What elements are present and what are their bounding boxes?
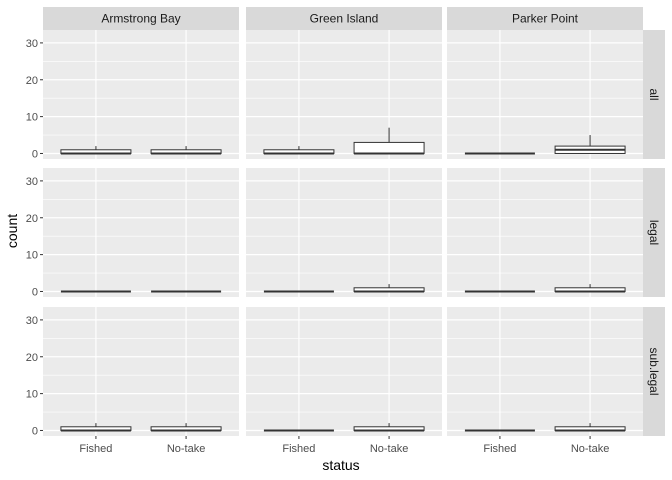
- y-tick-label: 30: [26, 176, 38, 188]
- panel-background: [246, 168, 442, 297]
- box-no-take: [554, 423, 626, 432]
- box-fished: [263, 146, 335, 155]
- panel-green-island-all: [246, 30, 442, 159]
- x-tick-label: No-take: [571, 443, 610, 455]
- y-tick-label: 0: [32, 286, 38, 298]
- panel-background: [447, 30, 643, 159]
- panel-background: [43, 307, 239, 436]
- box-no-take: [150, 423, 222, 432]
- panel-grid: [43, 30, 643, 436]
- panel-background: [246, 30, 442, 159]
- y-tick-label: 10: [26, 389, 38, 401]
- y-axis-title: count: [4, 214, 20, 248]
- panel-background: [43, 30, 239, 159]
- panel-background: [447, 168, 643, 297]
- x-axis-title: status: [322, 457, 359, 473]
- strip-label: Armstrong Bay: [101, 12, 180, 26]
- y-tick-label: 10: [26, 112, 38, 124]
- box-no-take: [353, 127, 425, 155]
- y-tick-label: 20: [26, 213, 38, 225]
- box-no-take: [150, 146, 222, 155]
- strip-background: [643, 30, 665, 159]
- strip-background: [643, 168, 665, 297]
- panel-green-island-sub-legal: [246, 307, 442, 436]
- strip-label: all: [647, 88, 661, 100]
- strip-label: Parker Point: [512, 12, 579, 26]
- strip-sub-legal: sub.legal: [643, 307, 665, 436]
- box-body: [353, 141, 425, 154]
- box-fished: [60, 423, 132, 432]
- box-no-take: [353, 284, 425, 293]
- panel-parker-point-all: [447, 30, 643, 159]
- x-tick-label: No-take: [370, 443, 409, 455]
- strip-background: [43, 7, 239, 30]
- y-axes: 0 10 20 30 0 10 20 30 0 10 20 30: [26, 38, 43, 437]
- y-tick-label: 10: [26, 250, 38, 262]
- x-tick-label: Fished: [282, 443, 315, 455]
- y-tick-label: 0: [32, 425, 38, 437]
- strip-all: all: [643, 30, 665, 159]
- strip-background: [246, 7, 442, 30]
- panel-background: [43, 168, 239, 297]
- y-tick-label: 30: [26, 315, 38, 327]
- box-no-take: [554, 135, 626, 154]
- x-tick-label: Fished: [483, 443, 516, 455]
- strip-legal: legal: [643, 168, 665, 297]
- box-fished: [60, 146, 132, 155]
- strip-green-island: Green Island: [246, 7, 442, 30]
- strip-label: Green Island: [310, 12, 379, 26]
- facet-strips: Armstrong Bay Green Island Parker Point all…: [43, 7, 665, 436]
- strip-label: legal: [647, 220, 661, 245]
- strip-armstrong-bay: Armstrong Bay: [43, 7, 239, 30]
- y-tick-label: 20: [26, 352, 38, 364]
- y-tick-label: 20: [26, 75, 38, 87]
- strip-background: [447, 7, 643, 30]
- x-tick-label: No-take: [167, 443, 206, 455]
- panel-armstrong-bay-all: [43, 30, 239, 159]
- panel-armstrong-bay-legal: [43, 168, 239, 297]
- y-tick-label: 0: [32, 148, 38, 160]
- panel-parker-point-legal: [447, 168, 643, 297]
- box-no-take: [554, 284, 626, 293]
- panel-parker-point-sub-legal: [447, 307, 643, 436]
- panel-green-island-legal: [246, 168, 442, 297]
- panel-background: [447, 307, 643, 436]
- strip-background: [643, 307, 665, 436]
- y-tick-label: 30: [26, 38, 38, 50]
- x-axes: Fished No-take Fished No-take Fished No-take: [79, 436, 609, 455]
- box-no-take: [353, 423, 425, 432]
- strip-label: sub.legal: [647, 347, 661, 395]
- panel-armstrong-bay-sub-legal: [43, 307, 239, 436]
- x-tick-label: Fished: [79, 443, 112, 455]
- panel-background: [246, 307, 442, 436]
- strip-parker-point: Parker Point: [447, 7, 643, 30]
